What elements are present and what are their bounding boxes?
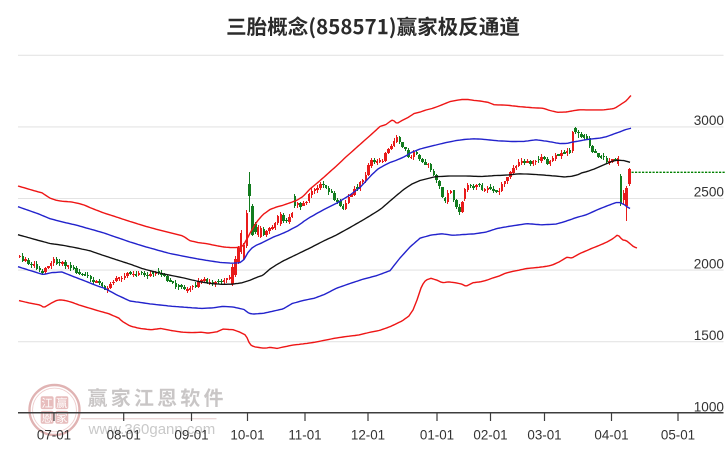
svg-text:07-01: 07-01 [37, 428, 71, 443]
svg-text:05-01: 05-01 [661, 428, 695, 443]
svg-text:www.360gann.com: www.360gann.com [88, 421, 216, 438]
svg-text:1000: 1000 [694, 399, 725, 414]
svg-text:2500: 2500 [694, 185, 725, 200]
svg-text:09-01: 09-01 [174, 428, 208, 443]
svg-text:03-01: 03-01 [527, 428, 561, 443]
svg-text:3000: 3000 [694, 113, 725, 128]
svg-text:08-01: 08-01 [107, 428, 141, 443]
svg-text:01-01: 01-01 [420, 428, 454, 443]
svg-text:12-01: 12-01 [351, 428, 385, 443]
svg-text:2000: 2000 [694, 256, 725, 271]
svg-text:10-01: 10-01 [230, 428, 264, 443]
svg-text:1500: 1500 [694, 328, 725, 343]
svg-text:02-01: 02-01 [473, 428, 507, 443]
svg-text:04-01: 04-01 [594, 428, 628, 443]
svg-text:11-01: 11-01 [288, 428, 321, 443]
